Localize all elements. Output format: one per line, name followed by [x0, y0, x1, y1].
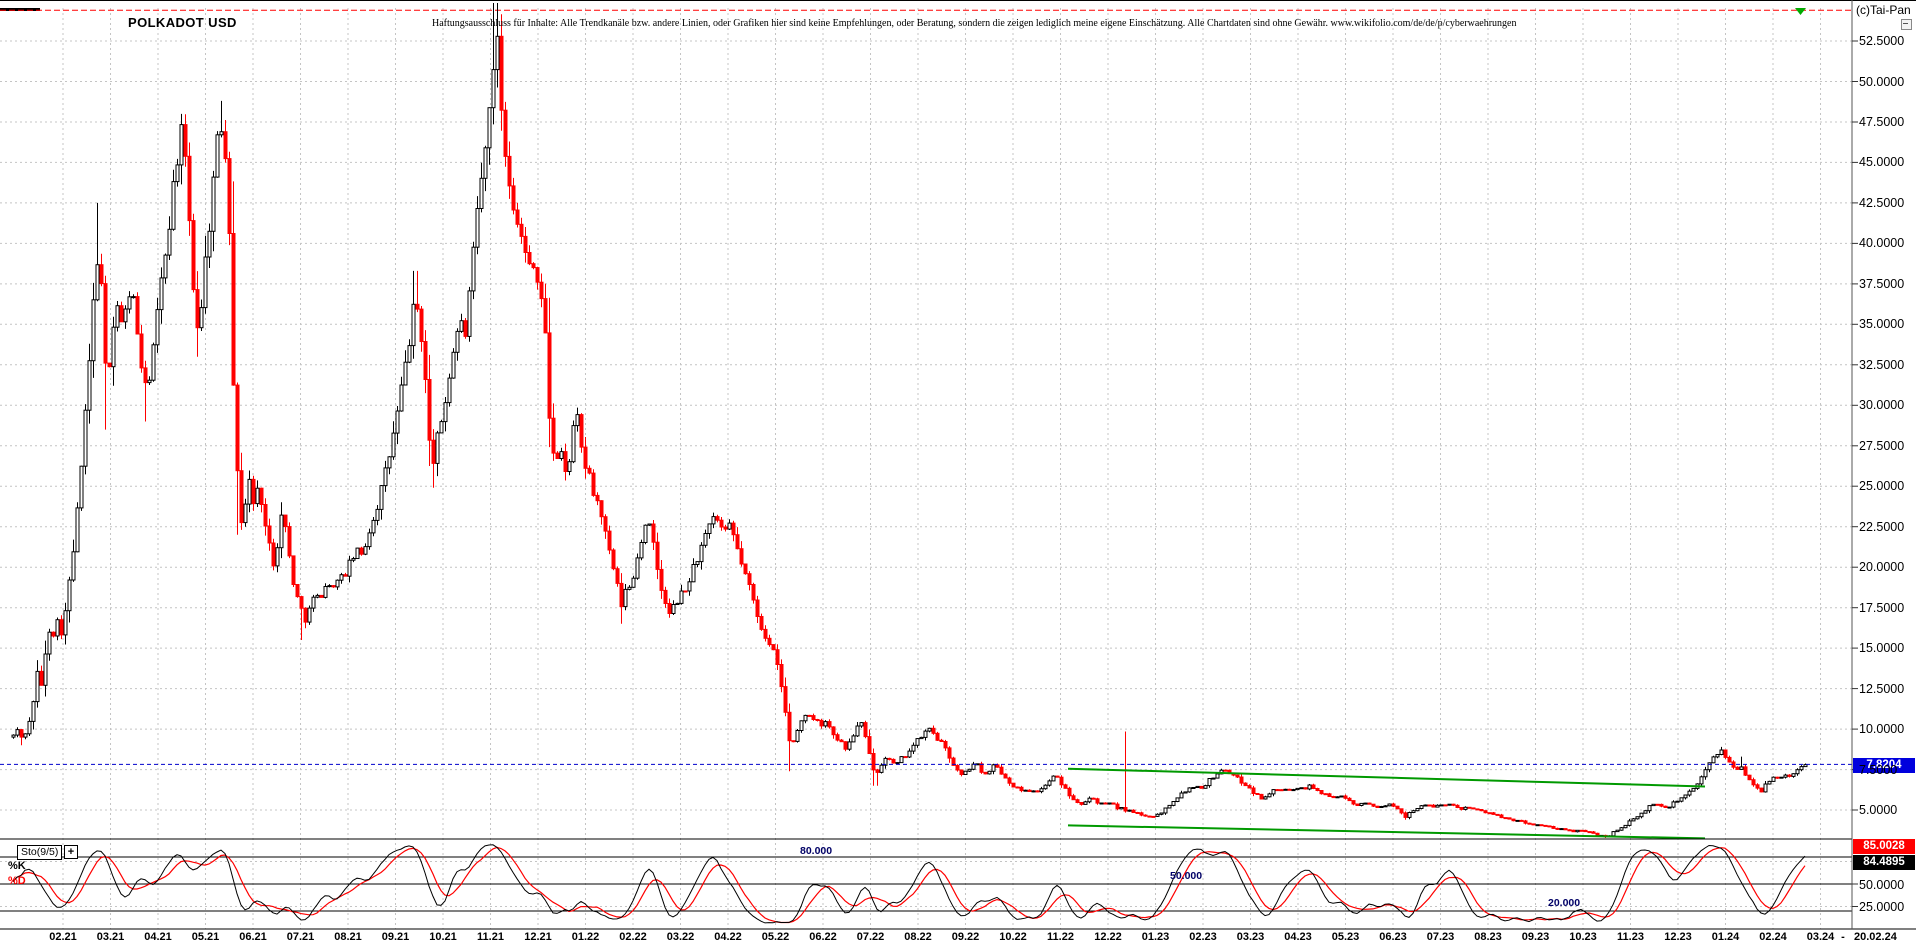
x-axis-label: 04.23 [1284, 931, 1312, 943]
y-axis-label: 32.5000 [1859, 357, 1905, 372]
x-axis-label: 11.22 [1047, 931, 1074, 943]
y-axis-label: 15.0000 [1859, 641, 1905, 656]
sto-k-value-tag: 84.4895 [1853, 855, 1915, 870]
x-axis-label: 09.21 [381, 931, 410, 943]
x-axis-label: 09.22 [951, 931, 980, 943]
x-axis-label: 08.23 [1474, 931, 1502, 943]
x-axis-label: 10.21 [429, 931, 457, 943]
y-axis-label: 50.0000 [1859, 74, 1905, 89]
y-axis-label: 17.5000 [1859, 600, 1905, 615]
chart-title: POLKADOT USD [128, 15, 237, 30]
disclaimer-text: Haftungsausschluss für Inhalte: Alle Tre… [432, 18, 1517, 29]
x-axis-label: 10.23 [1569, 931, 1597, 943]
sto-k-line [12, 844, 1806, 924]
y-axis-label: 10.0000 [1859, 722, 1905, 737]
x-axis-label: 03.21 [96, 931, 125, 943]
x-axis-label: 06.21 [239, 931, 267, 943]
trend-line [1067, 824, 1706, 840]
x-axis-label: 01.22 [571, 931, 600, 943]
sto-d-value-tag: 85.0028 [1853, 839, 1915, 854]
x-axis-label: 02.23 [1189, 931, 1217, 943]
x-axis-label: 11.21 [477, 931, 504, 943]
x-axis-gap-label: - [1841, 931, 1845, 943]
x-axis-label: 03.22 [666, 931, 695, 943]
y-axis-label: 5.0000 [1859, 803, 1898, 817]
sto-expand-button[interactable]: + [64, 845, 78, 859]
sto-axis-label-50: 50.0000 [1859, 878, 1905, 892]
top-left-mark [0, 8, 40, 11]
x-axis-label: 03.24 [1806, 931, 1835, 943]
sto-indicator-button[interactable]: Sto(9/5) [17, 845, 63, 860]
x-axis-label: 07.21 [286, 931, 315, 943]
x-axis-label: 12.22 [1094, 931, 1122, 943]
y-axis-label: 37.5000 [1859, 276, 1905, 291]
x-axis-label: 05.21 [191, 931, 220, 943]
sto-k-legend: %K [8, 860, 26, 872]
x-axis-label: 01.24 [1711, 931, 1740, 943]
x-axis-label: 02.22 [619, 931, 647, 943]
x-axis-label: 04.22 [714, 931, 742, 943]
x-axis-label: 12.21 [524, 931, 552, 943]
y-axis-label: 27.5000 [1859, 438, 1905, 453]
y-axis-label: 12.5000 [1859, 681, 1905, 696]
copyright-label: (c)Tai-Pan [1856, 3, 1911, 17]
sto-d-line [12, 846, 1806, 924]
candles-down [19, 35, 1792, 838]
y-axis-label: 35.0000 [1859, 317, 1905, 332]
x-axis-label: 06.22 [809, 931, 837, 943]
sto-d-legend: %D [8, 875, 26, 887]
x-axis-label: 07.23 [1426, 931, 1455, 943]
y-axis-label: 30.0000 [1859, 398, 1905, 413]
x-axis-label: 08.21 [334, 931, 362, 943]
y-axis-label: 25.0000 [1859, 479, 1905, 494]
y-axis-label: 20.0000 [1859, 560, 1905, 575]
x-axis-label: 09.23 [1521, 931, 1550, 943]
x-axis-label: 02.24 [1759, 931, 1787, 943]
x-axis-label: 01.23 [1141, 931, 1170, 943]
collapse-icon[interactable] [1901, 19, 1912, 30]
sto-level-50-label: 50.000 [1170, 870, 1203, 882]
x-axis-label: 06.23 [1379, 931, 1407, 943]
y-axis-label: 40.0000 [1859, 236, 1905, 251]
candles-up [11, 35, 1808, 838]
x-axis-label: 05.22 [761, 931, 790, 943]
x-axis-label: 08.22 [904, 931, 932, 943]
y-axis-label: 7.5000 [1859, 762, 1898, 777]
x-axis-label: 07.22 [856, 931, 885, 943]
x-axis-label: 10.22 [999, 931, 1027, 943]
y-axis-label: 47.5000 [1859, 115, 1905, 129]
y-axis-label: 22.5000 [1859, 519, 1905, 534]
sto-level-20-label: 20.000 [1548, 897, 1581, 909]
x-axis-label: 11.23 [1617, 931, 1644, 943]
x-axis-label: 12.23 [1664, 931, 1692, 943]
sto-level-80-label: 80.000 [800, 845, 833, 857]
x-axis-label: 02.21 [49, 931, 77, 943]
y-axis-label: 52.5000 [1859, 34, 1905, 48]
x-axis-label: 03.23 [1236, 931, 1265, 943]
y-axis-label: 45.0000 [1859, 155, 1905, 170]
x-axis-label: 05.23 [1331, 931, 1360, 943]
sto-axis-label-25: 25.0000 [1859, 900, 1905, 914]
last-price-tag: 7.8204 [1853, 758, 1915, 773]
marker-triangle-icon [1795, 3, 1807, 15]
y-axis-label: 42.5000 [1859, 195, 1905, 210]
last-date-label: 20.02.24 [1854, 931, 1897, 943]
x-axis-label: 04.21 [144, 931, 172, 943]
trend-line [1067, 767, 1706, 788]
